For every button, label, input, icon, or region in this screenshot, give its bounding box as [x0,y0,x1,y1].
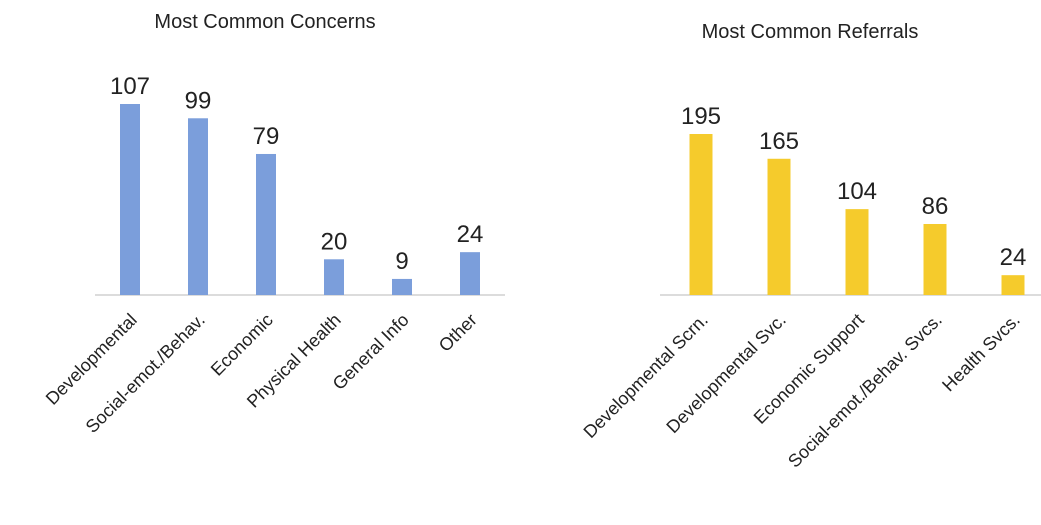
referrals-bar [689,134,713,295]
referrals-data-label: 86 [922,193,949,220]
concerns-bar [256,153,276,295]
concerns-data-label: 99 [185,87,212,114]
concerns-data-label: 9 [395,248,408,275]
concerns-bar [324,259,344,295]
concerns-bar [392,278,412,295]
concerns-tick-label: Economic [207,310,277,380]
concerns-data-label: 20 [321,228,348,255]
referrals-tick-label: Social-emot./Behav. Svcs. [784,310,946,472]
concerns-chart: Most Common Concerns 107Developmental99S… [42,11,505,437]
referrals-chart: Most Common Referrals 195 Developmental S… [580,21,1041,471]
referrals-chart-title: Most Common Referrals [702,21,919,43]
referrals-data-label: 24 [1000,244,1027,271]
concerns-data-label: 79 [253,123,280,150]
referrals-bar [1001,275,1025,295]
referrals-data-label: 165 [759,128,799,155]
referrals-tick-label: Health Svcs. [938,310,1024,396]
referrals-tick-label: Developmental Scrn. [580,310,712,442]
concerns-tick-label: Other [435,310,481,356]
referrals-bar [845,209,869,295]
referrals-bar [767,158,791,295]
concerns-data-label: 107 [110,73,150,100]
concerns-data-label: 24 [457,221,484,248]
referrals-bar [923,223,947,295]
concerns-bar [188,118,208,296]
concerns-bar [120,104,140,295]
referrals-data-label: 195 [681,103,721,130]
concerns-tick-label: Social-emot./Behav. [82,310,209,437]
concerns-bar [460,252,480,295]
concerns-chart-title: Most Common Concerns [154,11,375,33]
referrals-data-label: 104 [837,178,877,205]
